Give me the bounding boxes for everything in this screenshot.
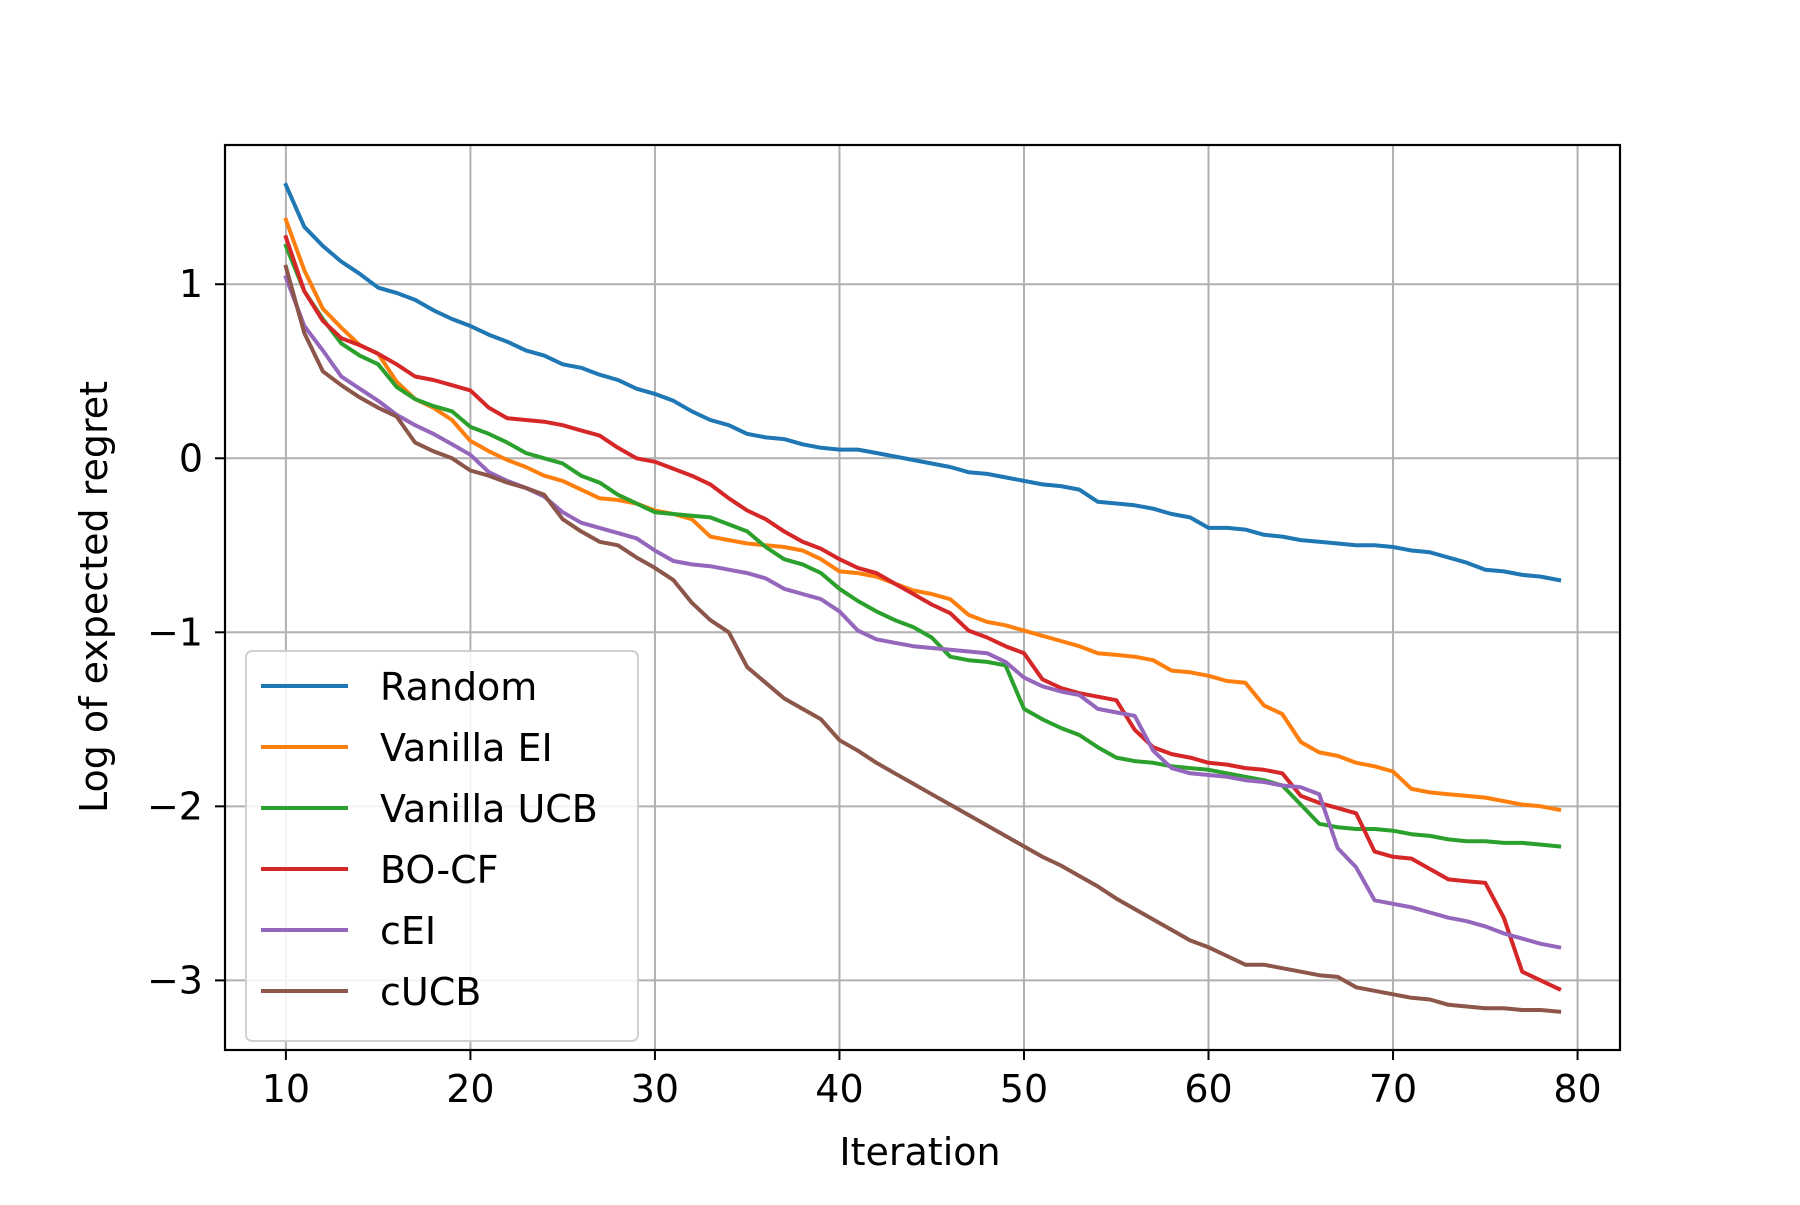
x-tick-label: 70 — [1369, 1067, 1417, 1111]
y-axis-ticks: 1 0 −1 −2 −3 — [147, 262, 225, 1002]
legend-label: cUCB — [380, 970, 481, 1014]
legend-label: Vanilla UCB — [380, 787, 598, 831]
legend: Random Vanilla EI Vanilla UCB BO-CF cEI cUCB — [245, 650, 639, 1042]
plot-frame — [223, 143, 1622, 1052]
legend-label: Random — [380, 665, 537, 709]
x-tick-label: 20 — [446, 1067, 494, 1111]
y-tick-label: −3 — [147, 958, 203, 1002]
x-axis-ticks: 10 20 30 40 50 60 70 80 — [262, 1050, 1602, 1111]
x-tick-label: 40 — [815, 1067, 863, 1111]
legend-label: Vanilla EI — [380, 726, 553, 770]
y-axis-label: Log of expected regret — [72, 381, 116, 813]
y-tick-label: 1 — [179, 262, 203, 306]
x-tick-label: 60 — [1184, 1067, 1232, 1111]
plot-series — [283, 182, 1562, 1014]
x-axis-label: Iteration — [839, 1130, 1000, 1174]
series-line-bo-cf — [283, 234, 1562, 992]
x-tick-label: 50 — [1000, 1067, 1048, 1111]
y-tick-label: −2 — [147, 784, 203, 828]
series-line-cei — [283, 274, 1562, 950]
series-line-random — [283, 182, 1562, 583]
series-line-vanilla-ucb — [283, 243, 1562, 849]
y-tick-label: 0 — [179, 436, 203, 480]
x-tick-label: 30 — [631, 1067, 679, 1111]
legend-label: cEI — [380, 909, 436, 953]
x-tick-label: 80 — [1553, 1067, 1601, 1111]
series-line-vanilla-ei — [283, 217, 1562, 813]
x-tick-label: 10 — [262, 1067, 310, 1111]
legend-label: BO-CF — [380, 848, 498, 892]
series-line-cucb — [283, 264, 1562, 1014]
y-tick-label: −1 — [147, 610, 203, 654]
